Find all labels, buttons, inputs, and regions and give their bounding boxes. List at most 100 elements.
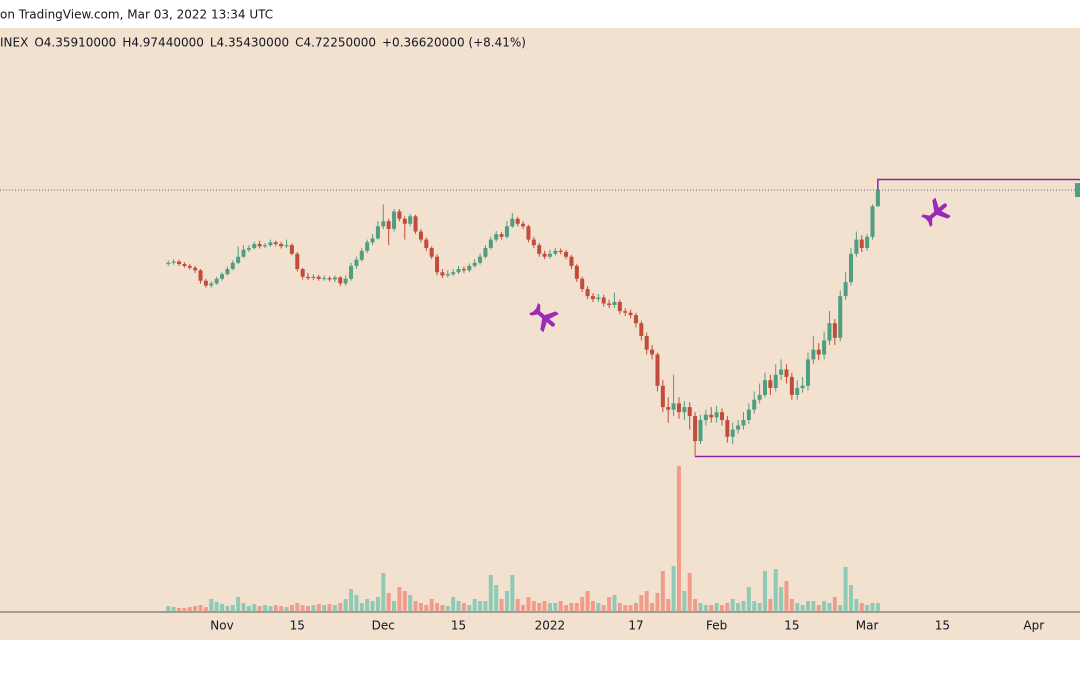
chart-background (0, 28, 1080, 640)
candle-body (736, 425, 741, 430)
volume-bar (279, 606, 284, 611)
candle-body (854, 239, 859, 254)
candle-body (456, 269, 461, 273)
volume-bar (488, 575, 493, 611)
volume-bar (198, 605, 203, 611)
candle-body (762, 380, 767, 395)
volume-bar (574, 603, 579, 611)
volume-bar (478, 601, 483, 611)
volume-bar (365, 599, 370, 611)
volume-bar (768, 599, 773, 611)
volume-bar (166, 606, 171, 611)
volume-bar (177, 608, 182, 611)
volume-bar (209, 599, 214, 611)
volume-bar (257, 606, 262, 611)
ohlc-item: C4.72250000 (295, 36, 376, 50)
volume-bar (445, 606, 450, 611)
volume-bar (273, 605, 278, 611)
volume-bar (553, 603, 558, 611)
candle-body (644, 336, 649, 350)
volume-bar (832, 597, 837, 611)
volume-bar (225, 606, 230, 611)
volume-bar (440, 605, 445, 611)
candle-body (676, 403, 681, 413)
volume-bar (687, 573, 692, 611)
candle-body (268, 242, 273, 246)
candle-body (537, 245, 542, 254)
candle-body (521, 223, 526, 227)
volume-bar (585, 591, 590, 611)
volume-bar (773, 569, 778, 611)
candle-body (424, 239, 429, 248)
candle-body (838, 296, 843, 338)
volume-bar (660, 571, 665, 611)
candle-body (585, 288, 590, 297)
volume-bar (650, 603, 655, 611)
candle-body (666, 407, 671, 410)
volume-bar (306, 606, 311, 611)
candle-body (461, 269, 466, 271)
candle-body (590, 296, 595, 300)
volume-bar (408, 595, 413, 611)
candle-body (789, 376, 794, 395)
volume-bar (263, 605, 268, 611)
candle-body (488, 239, 493, 248)
volume-bar (375, 597, 380, 611)
candle-body (316, 276, 321, 279)
candle-body (166, 262, 171, 265)
volume-bar (359, 603, 364, 611)
x-tick-label: Dec (372, 619, 395, 633)
candle-body (730, 429, 735, 437)
candle-body (526, 226, 531, 240)
volume-bar (542, 601, 547, 611)
candle-body (386, 221, 391, 229)
candle-body (773, 374, 778, 389)
candle-body (198, 270, 203, 281)
candle-body (779, 369, 784, 375)
volume-bar (666, 599, 671, 611)
candle-body (171, 261, 176, 263)
candle-body (332, 277, 337, 280)
volume-bar (736, 603, 741, 611)
volume-bar (171, 607, 176, 611)
candle-body (515, 218, 520, 224)
ohlc-item: O4.35910000 (34, 36, 116, 50)
candle-body (558, 250, 563, 253)
candle-body (757, 394, 762, 400)
candle-body (623, 311, 628, 313)
volume-bar (203, 607, 208, 611)
candle-body (392, 211, 397, 229)
candle-body (300, 269, 305, 277)
volume-bar (187, 607, 192, 611)
volume-bar (521, 605, 526, 611)
volume-bar (854, 599, 859, 611)
volume-bar (800, 605, 805, 611)
candle-body (359, 250, 364, 260)
candle-body (483, 247, 488, 257)
volume-bar (338, 603, 343, 611)
source-caption: on TradingView.com, Mar 03, 2022 13:34 U… (0, 8, 273, 22)
candle-body (504, 226, 509, 237)
candle-body (418, 231, 423, 240)
candle-body (381, 221, 386, 227)
volume-bar (467, 605, 472, 611)
candle-body (177, 261, 182, 265)
candle-body (633, 315, 638, 324)
candle-body (241, 249, 246, 257)
candle-body (859, 239, 864, 248)
candle-body (327, 278, 332, 280)
volume-bar (746, 587, 751, 611)
volume-bar (284, 607, 289, 611)
volume-bar (875, 603, 880, 611)
volume-bar (515, 599, 520, 611)
volume-bar (316, 604, 321, 611)
candle-body (719, 412, 724, 421)
candle-body (263, 245, 268, 247)
volume-bar (220, 604, 225, 611)
volume-bar (526, 597, 531, 611)
volume-bar (295, 603, 300, 611)
volume-bar (289, 605, 294, 611)
volume-bar (827, 603, 832, 611)
ohlc-item: INEX (0, 36, 28, 50)
ohlc-item: L4.35430000 (210, 36, 289, 50)
